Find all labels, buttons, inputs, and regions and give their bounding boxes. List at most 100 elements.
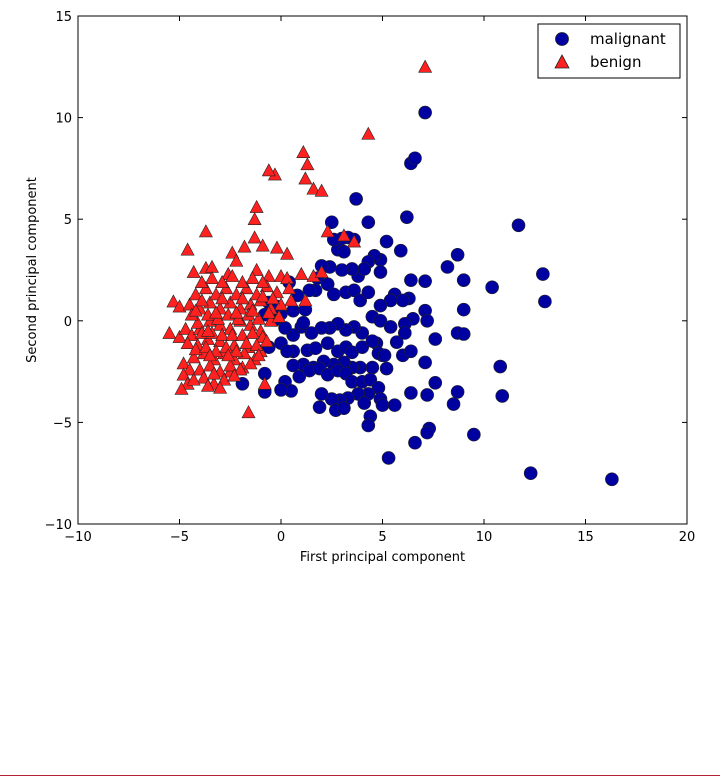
benign-point <box>320 224 335 238</box>
malignant-point <box>353 293 367 308</box>
benign-point <box>257 376 272 390</box>
benign-point <box>251 311 266 325</box>
benign-point <box>255 275 270 289</box>
benign-point <box>182 297 197 311</box>
malignant-point <box>357 262 372 276</box>
malignant-point <box>280 344 294 359</box>
malignant-point <box>302 283 317 298</box>
malignant-point <box>387 398 402 412</box>
malignant-point <box>308 341 323 356</box>
malignant-point <box>418 274 432 288</box>
benign-point <box>233 362 248 376</box>
benign-point <box>229 253 244 267</box>
benign-point <box>174 381 189 395</box>
malignant-point <box>485 280 499 295</box>
benign-point <box>198 224 213 238</box>
malignant-point <box>335 263 349 277</box>
benign-point <box>247 212 262 226</box>
malignant-point <box>456 302 471 317</box>
malignant-point <box>274 383 288 397</box>
x-tick-label: 10 <box>476 530 493 545</box>
y-tick-label: 10 <box>55 112 72 127</box>
benign-point <box>225 327 240 341</box>
malignant-point <box>355 340 370 355</box>
benign-point <box>186 350 201 364</box>
x-axis-label: First principal component <box>300 550 465 565</box>
malignant-point <box>511 218 526 233</box>
malignant-point <box>408 435 422 450</box>
benign-point <box>182 362 197 376</box>
benign-point <box>162 325 177 339</box>
malignant-point <box>365 334 380 348</box>
malignant-point <box>292 369 307 384</box>
benign-point <box>361 126 376 140</box>
benign-point <box>251 348 266 362</box>
benign-point <box>261 305 276 319</box>
legend-benign-marker <box>554 54 570 69</box>
benign-point <box>271 309 286 323</box>
malignant-point <box>404 273 418 287</box>
benign-point <box>215 327 230 341</box>
benign-point <box>215 275 230 289</box>
benign-point <box>418 59 433 73</box>
benign-point <box>265 291 280 305</box>
malignant-point <box>373 313 388 328</box>
y-axis-label: Second principal component <box>25 177 40 363</box>
benign-point <box>245 325 260 339</box>
malignant-point <box>408 151 422 166</box>
x-tick-label: −10 <box>64 530 91 545</box>
benign-point <box>255 238 270 252</box>
malignant-point <box>428 332 443 346</box>
benign-point <box>259 333 274 347</box>
benign-point <box>186 264 201 278</box>
benign-point <box>280 246 295 260</box>
benign-point <box>237 239 252 253</box>
malignant-point <box>337 244 351 259</box>
benign-point <box>298 293 313 307</box>
benign-point <box>178 321 193 335</box>
malignant-point <box>337 401 351 415</box>
malignant-point <box>361 285 376 300</box>
x-tick-label: 0 <box>277 530 285 545</box>
malignant-point <box>286 358 300 373</box>
benign-point <box>235 275 250 289</box>
y-tick-label: −5 <box>53 416 72 431</box>
malignant-point <box>428 375 443 390</box>
benign-point <box>223 358 238 372</box>
x-tick-label: 5 <box>378 530 386 545</box>
benign-point <box>188 303 203 317</box>
malignant-point <box>493 359 508 374</box>
benign-point <box>241 405 256 419</box>
malignant-point <box>467 427 481 442</box>
benign-point <box>247 230 262 244</box>
x-axis: −10 −5 0 5 10 15 20 <box>64 16 695 545</box>
malignant-point <box>320 336 335 350</box>
malignant-point <box>418 105 432 120</box>
benign-point <box>172 299 187 313</box>
malignant-point <box>395 293 410 308</box>
benign-point <box>190 315 205 329</box>
benign-point <box>209 305 224 319</box>
y-tick-label: 15 <box>55 10 72 25</box>
benign-point <box>229 344 244 358</box>
malignant-point <box>446 397 461 411</box>
benign-point <box>296 145 311 158</box>
malignant-point <box>304 326 319 340</box>
malignant-point <box>326 287 341 302</box>
series-benign <box>162 59 433 419</box>
malignant-point <box>383 320 398 334</box>
x-tick-label: 15 <box>577 530 594 545</box>
benign-point <box>207 366 222 380</box>
malignant-point <box>349 192 363 206</box>
y-tick-label: 5 <box>64 213 72 228</box>
benign-point <box>243 356 258 370</box>
benign-point <box>194 275 209 289</box>
benign-point <box>229 305 244 319</box>
malignant-point <box>450 385 465 399</box>
malignant-point <box>523 466 538 481</box>
benign-point <box>249 199 264 213</box>
malignant-point <box>404 386 418 400</box>
malignant-point <box>538 294 552 309</box>
malignant-point <box>456 327 471 341</box>
